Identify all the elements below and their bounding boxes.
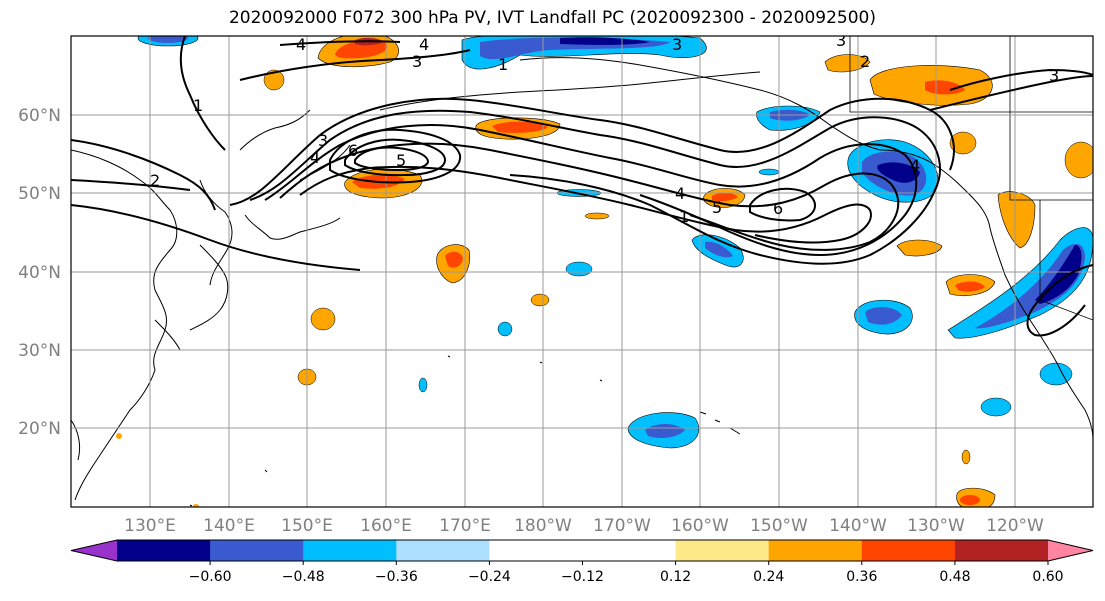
lon-label: 170°W (593, 516, 651, 536)
colorbar: −0.60 −0.48 −0.36 −0.24 −0.12 0.12 0.24 0.36 0.4… (70, 539, 1094, 585)
colorbar-segment (489, 540, 583, 561)
colorbar-outline (70, 539, 1094, 562)
map-contents: 1 2 3 4 4 3 4 6 5 1 3 4 1 5 6 2 3 3 4 (71, 31, 1093, 507)
colorbar-tick-label: −0.12 (561, 569, 604, 585)
lon-label: 130°E (124, 516, 176, 536)
contour-label: 2 (860, 52, 870, 71)
colorbar-segment (768, 540, 863, 561)
contour-label: 3 (1049, 66, 1059, 85)
colorbar-segment (210, 540, 304, 561)
colorbar-tick-label: 0.48 (939, 569, 970, 585)
lat-label: 40°N (18, 263, 61, 283)
contour-label: 1 (498, 55, 508, 74)
contour-label: 4 (910, 156, 920, 175)
colorbar-segment (396, 540, 490, 561)
contour-label: 4 (310, 148, 320, 167)
negative-shading (137, 36, 1093, 449)
lon-label: 180°W (514, 516, 572, 536)
lat-label: 20°N (18, 419, 61, 439)
contour-label: 4 (419, 35, 429, 54)
colorbar-segment (954, 540, 1049, 561)
colorbar-tick-label: −0.60 (189, 569, 232, 585)
positive-shading (116, 36, 1093, 507)
colorbar-extend-low (71, 540, 117, 561)
map-frame (70, 35, 1094, 508)
contour-label: 1 (679, 207, 689, 226)
contour-label: 5 (712, 198, 722, 217)
lat-label: 50°N (18, 184, 61, 204)
colorbar-segment (675, 540, 770, 561)
longitude-labels: 130°E 140°E 150°E 160°E 170°E 180°W 170°… (124, 516, 1044, 536)
lon-label: 130°W (907, 516, 965, 536)
figure-title: 2020092000 F072 300 hPa PV, IVT Landfall… (228, 8, 876, 28)
colorbar-tick-label: 0.60 (1032, 569, 1063, 585)
colorbar-tick-label: 0.24 (753, 569, 784, 585)
contour-label: 5 (396, 151, 406, 170)
colorbar-segment (861, 540, 956, 561)
colorbar-tick-label: −0.36 (375, 569, 418, 585)
colorbar-segment (117, 540, 211, 561)
contour-label: 3 (318, 131, 328, 150)
pv-contours (71, 36, 1093, 337)
colorbar-tick-label: 0.12 (660, 569, 691, 585)
colorbar-tick-label: −0.48 (282, 569, 325, 585)
contour-label: 4 (296, 35, 306, 54)
lon-label: 160°W (671, 516, 729, 536)
colorbar-tick-label: 0.36 (846, 569, 877, 585)
colorbar-extend-high (1048, 540, 1093, 561)
contour-labels: 1 2 3 4 4 3 4 6 5 1 3 4 1 5 6 2 3 3 4 (150, 31, 1059, 226)
contour-label: 6 (773, 199, 783, 218)
contour-label: 3 (412, 52, 422, 71)
lat-label: 30°N (18, 341, 61, 361)
latitude-labels: 60°N 50°N 40°N 30°N 20°N (18, 106, 61, 439)
gridlines (71, 36, 1093, 507)
contour-label: 6 (348, 141, 358, 160)
contour-label: 2 (150, 171, 160, 190)
contour-label: 1 (193, 96, 203, 115)
lat-label: 60°N (18, 106, 61, 126)
contour-label: 3 (672, 35, 682, 54)
lon-label: 140°E (203, 516, 255, 536)
lon-label: 150°E (281, 516, 333, 536)
colorbar-segment (303, 540, 397, 561)
colorbar-segment (582, 540, 677, 561)
contour-label: 3 (836, 31, 846, 50)
lon-label: 120°W (986, 516, 1044, 536)
contour-label: 4 (675, 184, 685, 203)
colorbar-tick-label: −0.24 (468, 569, 511, 585)
lon-label: 170°E (439, 516, 491, 536)
lon-label: 150°W (750, 516, 808, 536)
lon-label: 140°W (829, 516, 887, 536)
lon-label: 160°E (360, 516, 412, 536)
